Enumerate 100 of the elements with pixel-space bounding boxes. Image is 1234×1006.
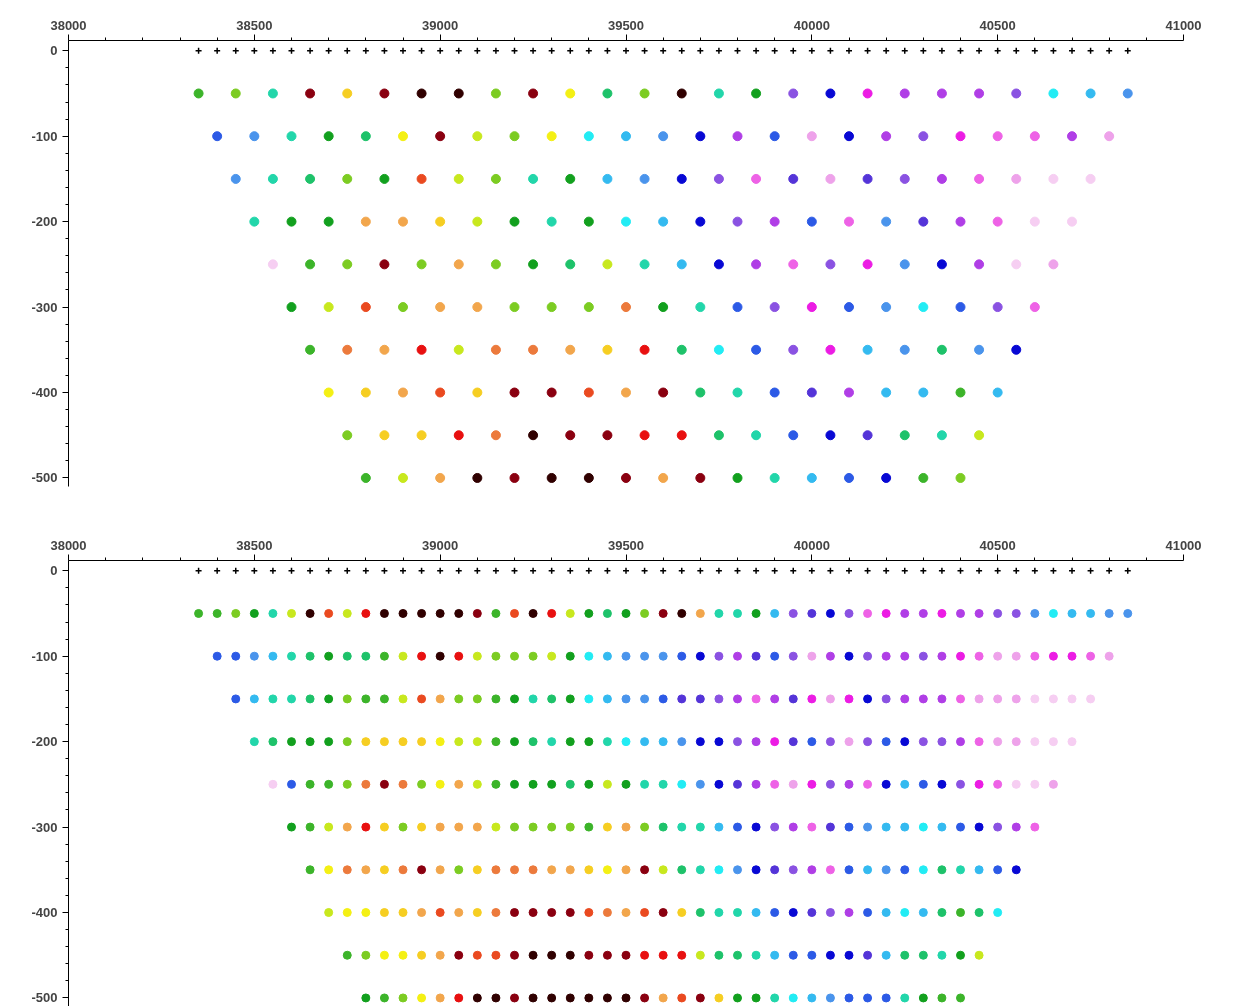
point <box>658 779 668 789</box>
point <box>305 822 315 832</box>
point <box>323 216 334 227</box>
point <box>305 344 316 355</box>
point <box>1104 651 1114 661</box>
point <box>602 608 612 618</box>
point <box>492 567 500 575</box>
point <box>546 302 557 313</box>
point <box>510 608 519 618</box>
point <box>881 993 891 1003</box>
point <box>1048 737 1058 747</box>
point <box>621 216 631 227</box>
point <box>565 993 575 1003</box>
point <box>360 131 371 142</box>
point <box>713 344 724 355</box>
point <box>621 993 631 1003</box>
point <box>435 737 445 747</box>
point <box>547 779 557 789</box>
point <box>676 430 687 441</box>
point <box>825 88 836 99</box>
x-tick-label: 38500 <box>236 537 273 553</box>
point <box>547 865 557 875</box>
point <box>398 908 408 918</box>
point <box>862 259 873 270</box>
point <box>379 694 389 704</box>
point <box>342 908 352 918</box>
point <box>844 651 854 661</box>
point <box>399 47 407 55</box>
point <box>360 302 371 313</box>
point <box>379 822 389 832</box>
point <box>863 608 873 618</box>
point <box>417 608 427 618</box>
x-tick-label: 39500 <box>607 17 645 33</box>
point <box>416 430 427 441</box>
point <box>1030 779 1040 789</box>
point <box>770 651 780 661</box>
point <box>379 608 389 618</box>
point <box>602 344 613 355</box>
point <box>677 950 687 960</box>
point <box>491 608 501 618</box>
point <box>807 993 817 1003</box>
point <box>993 694 1003 704</box>
y-tick-label: -400 <box>31 905 58 921</box>
point <box>770 950 780 960</box>
point <box>510 865 519 875</box>
y-tick-label: -500 <box>31 990 58 1006</box>
point <box>602 993 612 1003</box>
point <box>324 822 334 832</box>
point <box>825 865 835 875</box>
point <box>714 651 724 661</box>
point <box>268 694 278 704</box>
point <box>975 47 983 55</box>
point <box>324 608 334 618</box>
point <box>472 651 482 661</box>
point <box>713 173 724 184</box>
point <box>1048 608 1058 618</box>
point <box>398 822 408 832</box>
point <box>678 47 686 55</box>
point <box>844 950 854 960</box>
point <box>677 822 687 832</box>
point <box>398 651 408 661</box>
point <box>492 47 500 55</box>
point <box>695 950 705 960</box>
point <box>453 344 464 355</box>
point <box>937 694 947 704</box>
y-tick-label: -200 <box>31 214 58 230</box>
point <box>881 908 891 918</box>
point <box>937 737 947 747</box>
point <box>677 608 687 618</box>
point <box>937 865 947 875</box>
point <box>918 651 928 661</box>
point <box>715 567 723 575</box>
point <box>770 822 780 832</box>
point <box>398 737 408 747</box>
point <box>585 47 593 55</box>
point <box>621 651 631 661</box>
point <box>974 737 984 747</box>
point <box>974 908 984 918</box>
point <box>677 993 687 1003</box>
point <box>602 779 612 789</box>
point <box>529 567 537 575</box>
x-tick-label: 38500 <box>236 17 273 33</box>
point <box>900 908 910 918</box>
point <box>287 737 296 747</box>
point <box>1011 694 1021 704</box>
point <box>435 472 446 483</box>
point <box>658 651 668 661</box>
point <box>770 993 780 1003</box>
point <box>806 216 817 227</box>
point <box>881 131 892 142</box>
point <box>398 865 408 875</box>
point <box>268 737 278 747</box>
point <box>360 216 371 227</box>
point <box>640 908 650 918</box>
point <box>882 567 890 575</box>
point <box>658 865 668 875</box>
point <box>491 822 501 832</box>
point <box>528 993 538 1003</box>
point <box>937 908 947 918</box>
point <box>732 131 743 142</box>
